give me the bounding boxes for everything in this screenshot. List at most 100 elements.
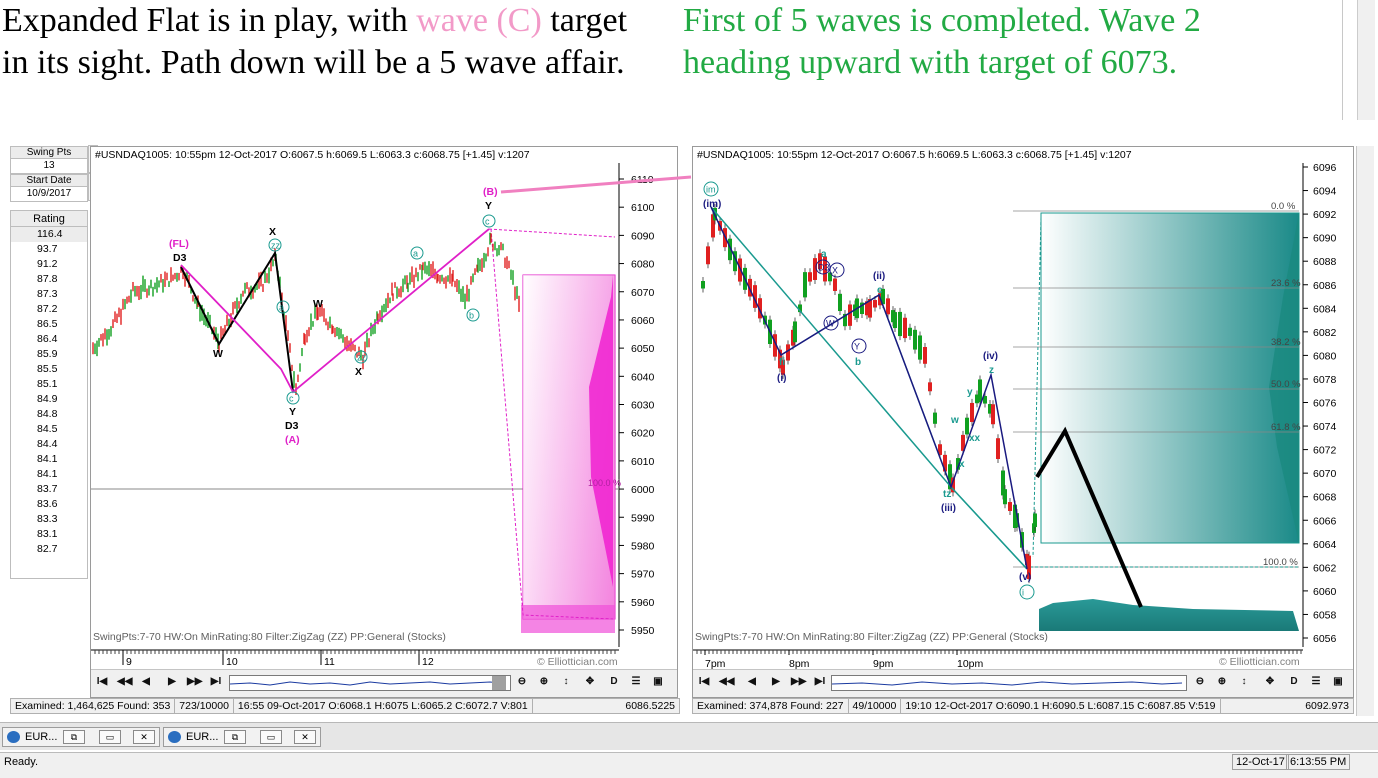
rating-item[interactable]: 82.7 <box>37 543 58 555</box>
rating-item[interactable]: 83.6 <box>37 498 58 510</box>
candle-body <box>1015 513 1019 528</box>
task-window-2[interactable]: EUR... ⧉ ▭ ✕ <box>163 727 321 747</box>
wave-label: D3 <box>173 252 187 264</box>
app-icon <box>168 731 181 743</box>
first-button[interactable]: I◀ <box>698 676 710 687</box>
rating-item[interactable]: 87.3 <box>37 288 58 300</box>
candle-body <box>918 335 922 360</box>
candle-body <box>903 317 907 339</box>
first-button[interactable]: I◀ <box>96 676 108 687</box>
ffwd-button[interactable]: ▶▶ <box>187 676 203 687</box>
restore-icon[interactable]: ⧉ <box>224 730 246 744</box>
rating-item[interactable]: 84.1 <box>37 453 58 465</box>
d-button[interactable]: D <box>1290 676 1298 687</box>
vertical-fit-icon[interactable]: ↕ <box>563 676 569 687</box>
rewind-button[interactable]: ◀◀ <box>117 676 133 687</box>
candle-body <box>893 312 897 329</box>
palette-icon[interactable]: ▣ <box>653 676 663 687</box>
rating-item[interactable]: 87.2 <box>37 303 58 315</box>
wave-label: X <box>355 366 362 378</box>
rating-item[interactable]: 84.9 <box>37 393 58 405</box>
candle-body <box>951 477 955 493</box>
wave-label: Y <box>854 342 860 352</box>
menu-icon[interactable]: ☰ <box>1311 676 1321 687</box>
rating-item[interactable]: 84.1 <box>37 468 58 480</box>
ffwd-button[interactable]: ▶▶ <box>791 676 807 687</box>
left-chart-pane[interactable]: 6110610060906080607060606050604060306020… <box>90 146 692 699</box>
rating-item[interactable]: 85.5 <box>37 363 58 375</box>
rating-header[interactable]: Rating <box>10 210 88 227</box>
y-tick-label: 6072 <box>1313 445 1337 457</box>
y-tick-label: 6066 <box>1313 515 1337 527</box>
rating-item[interactable]: 83.7 <box>37 483 58 495</box>
start-date-input[interactable]: 10/9/2017▲▼ <box>10 173 98 202</box>
time-tick-label: 10 <box>226 656 238 668</box>
right-status-bar: Examined: 374,878 Found: 227 49/10000 19:1… <box>692 698 1354 714</box>
prev-button[interactable]: ◀ <box>748 676 756 687</box>
candle-body <box>823 256 827 282</box>
y-tick-label: 6068 <box>1313 492 1337 504</box>
close-icon[interactable]: ✕ <box>294 730 316 744</box>
rating-item[interactable]: 85.1 <box>37 378 58 390</box>
right-scrollbar[interactable] <box>1356 146 1374 716</box>
left-examined: Examined: 1,464,625 Found: 353 <box>11 699 176 713</box>
candle-body <box>706 246 710 265</box>
wave-label: a <box>279 303 284 313</box>
prev-button[interactable]: ◀ <box>142 676 150 687</box>
next-button[interactable]: ▶ <box>772 676 780 687</box>
rating-item[interactable]: 91.2 <box>37 258 58 270</box>
right-chart-canvas[interactable]: 6096 6094 6092 6090 6088 6086 6084 6082 6080 6078… <box>693 147 1355 699</box>
rating-item[interactable]: 86.5 <box>37 318 58 330</box>
candle-body <box>803 272 807 298</box>
restore-icon[interactable]: ⧉ <box>63 730 85 744</box>
rating-item[interactable]: 116.4 <box>11 227 87 242</box>
palette-icon[interactable]: ▣ <box>1333 676 1343 687</box>
rating-item[interactable]: 87.8 <box>37 273 58 285</box>
zoom-in-icon[interactable]: ⊕ <box>539 676 549 687</box>
candle-body <box>758 298 762 319</box>
zoom-out-icon[interactable]: ⊖ <box>517 676 527 687</box>
candle-body <box>886 298 890 315</box>
rating-item[interactable]: 84.4 <box>37 438 58 450</box>
last-button[interactable]: ▶I <box>814 676 826 687</box>
rating-item[interactable]: 83.3 <box>37 513 58 525</box>
maximize-icon[interactable]: ▭ <box>260 730 282 744</box>
last-button[interactable]: ▶I <box>210 676 222 687</box>
rating-item[interactable]: 84.8 <box>37 408 58 420</box>
zoom-out-icon[interactable]: ⊖ <box>1195 676 1205 687</box>
rating-item[interactable]: 84.5 <box>37 423 58 435</box>
close-icon[interactable]: ✕ <box>133 730 155 744</box>
rating-list[interactable]: 116.4 93.7 91.2 87.8 87.3 87.2 86.5 86.4 85.9 85.… <box>10 227 88 579</box>
zoom-in-icon[interactable]: ⊕ <box>1217 676 1227 687</box>
candle-body <box>865 301 869 316</box>
rating-item[interactable]: 83.1 <box>37 528 58 540</box>
candle-body <box>1032 523 1036 533</box>
move-icon[interactable]: ✥ <box>585 676 595 687</box>
rating-item[interactable]: 85.9 <box>37 348 58 360</box>
task-window-1[interactable]: EUR... ⧉ ▭ ✕ <box>2 727 160 747</box>
right-chart-pane[interactable]: 6096 6094 6092 6090 6088 6086 6084 6082 6080 6078… <box>692 146 1354 698</box>
projection-dash <box>1032 216 1042 558</box>
top-scrollbar[interactable] <box>1357 0 1375 120</box>
right-chart-footer: SwingPts:7-70 HW:On MinRating:80 Filter:… <box>695 631 1048 643</box>
wave-label: b <box>855 357 861 368</box>
right-overview-scroller[interactable] <box>831 675 1187 691</box>
left-chart-canvas[interactable]: 6110610060906080607060606050604060306020… <box>91 147 692 699</box>
wave-circle <box>829 262 845 278</box>
move-icon[interactable]: ✥ <box>1265 676 1275 687</box>
maximize-icon[interactable]: ▭ <box>99 730 121 744</box>
menu-icon[interactable]: ☰ <box>631 676 641 687</box>
rating-item[interactable]: 93.7 <box>37 243 58 255</box>
candle-body <box>813 258 817 280</box>
vertical-fit-icon[interactable]: ↕ <box>1241 676 1247 687</box>
swing-pts-input[interactable]: 13▲▼ <box>10 145 98 174</box>
rating-item[interactable]: 86.4 <box>37 333 58 345</box>
wave-circle <box>482 214 496 228</box>
y-tick-label: 6096 <box>1313 162 1337 174</box>
left-overview-scroller[interactable] <box>229 675 511 691</box>
d-button[interactable]: D <box>610 676 618 687</box>
next-button[interactable]: ▶ <box>168 676 176 687</box>
time-tick-label: 8pm <box>789 658 810 670</box>
rewind-button[interactable]: ◀◀ <box>719 676 735 687</box>
y-tick-label: 6062 <box>1313 562 1337 574</box>
